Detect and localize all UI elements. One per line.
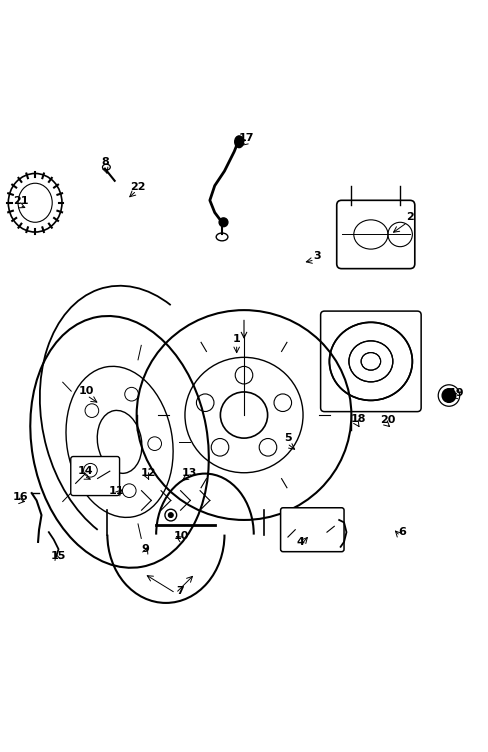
- Text: 10: 10: [174, 531, 189, 541]
- Text: 9: 9: [142, 544, 149, 554]
- Text: 7: 7: [177, 586, 184, 596]
- Text: 15: 15: [51, 550, 66, 560]
- Text: 12: 12: [141, 468, 157, 478]
- Text: 17: 17: [239, 133, 254, 143]
- Circle shape: [168, 513, 173, 517]
- Text: 2: 2: [406, 212, 414, 223]
- Text: 8: 8: [101, 157, 109, 167]
- Text: 18: 18: [351, 414, 366, 424]
- Text: 16: 16: [13, 492, 28, 502]
- Text: 21: 21: [13, 196, 28, 206]
- Text: 11: 11: [108, 486, 124, 496]
- Text: 20: 20: [380, 415, 396, 425]
- Text: 3: 3: [313, 251, 321, 262]
- Text: 4: 4: [296, 537, 304, 547]
- FancyBboxPatch shape: [281, 508, 344, 552]
- Text: 10: 10: [79, 386, 95, 396]
- Text: 14: 14: [78, 466, 93, 476]
- Text: 1: 1: [233, 335, 241, 344]
- Text: 6: 6: [399, 527, 407, 537]
- FancyBboxPatch shape: [71, 456, 120, 496]
- FancyBboxPatch shape: [337, 200, 415, 268]
- Text: 5: 5: [284, 433, 292, 444]
- Ellipse shape: [219, 218, 228, 226]
- Ellipse shape: [235, 136, 244, 147]
- Text: 19: 19: [448, 388, 464, 398]
- Ellipse shape: [442, 389, 456, 402]
- Text: 22: 22: [130, 182, 146, 192]
- FancyBboxPatch shape: [321, 311, 421, 411]
- Text: 13: 13: [182, 468, 197, 478]
